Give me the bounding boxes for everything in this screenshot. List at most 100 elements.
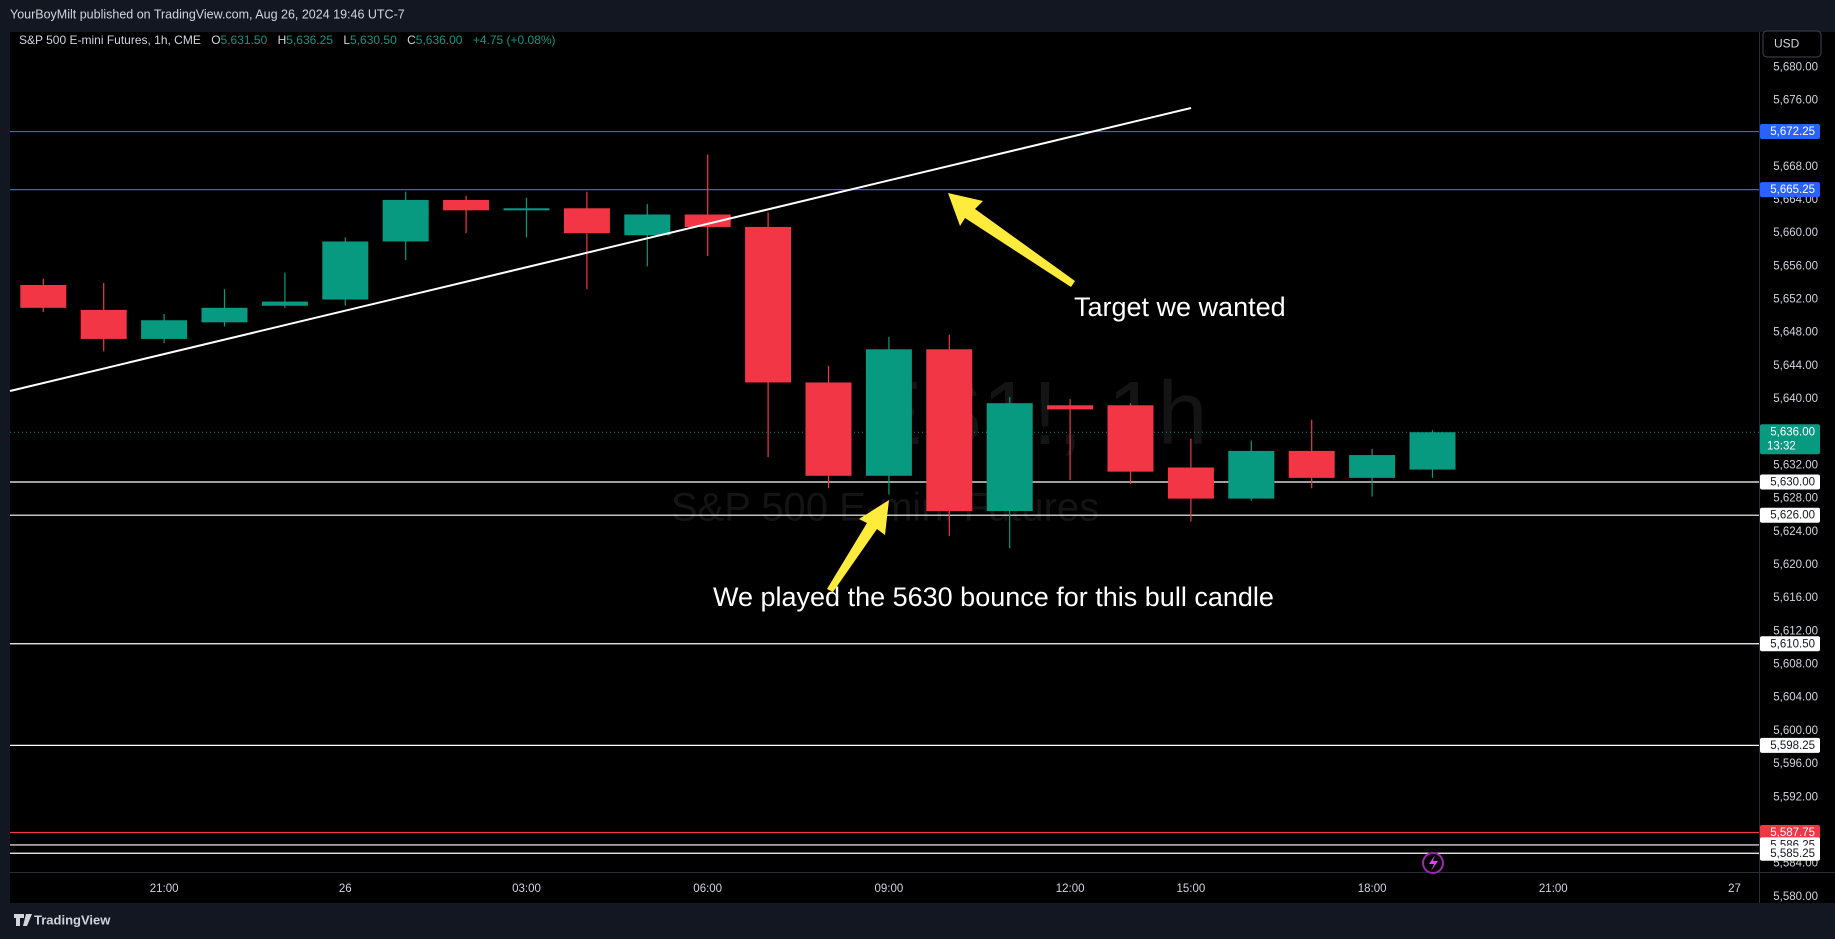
candle-body — [1288, 450, 1335, 478]
y-tick-label: 5,668.00 — [1773, 161, 1818, 173]
price-label: 5,672.25 — [1770, 126, 1815, 138]
annotation[interactable]: We played the 5630 bounce for this bull … — [713, 582, 1274, 612]
x-tick-label: 15:00 — [1177, 883, 1206, 895]
y-tick-label: 5,592.00 — [1773, 791, 1818, 803]
candle-body — [926, 349, 973, 512]
legend-value: 5,631.50 — [221, 33, 268, 47]
y-tick-label: 5,628.00 — [1773, 493, 1818, 505]
watermark-symbol: ES1!, 1h — [862, 364, 1207, 464]
candle-body — [261, 301, 308, 306]
y-tick-label: 5,600.00 — [1773, 725, 1818, 737]
y-tick-label: 5,580.00 — [1773, 891, 1818, 903]
trend-line[interactable] — [9, 107, 1192, 392]
y-tick-label: 5,624.00 — [1773, 526, 1818, 538]
y-tick-label: 5,640.00 — [1773, 393, 1818, 405]
marks — [10, 130, 1759, 854]
candle-body — [563, 208, 610, 234]
x-tick-label: 21:00 — [150, 883, 179, 895]
price-label: 5,598.25 — [1770, 740, 1815, 752]
candle-body — [382, 199, 429, 242]
candle-body — [1228, 450, 1275, 499]
price-label-box — [1760, 737, 1820, 753]
y-tick-label: 5,632.00 — [1773, 459, 1818, 471]
y-tick-label: 5,604.00 — [1773, 692, 1818, 704]
candle-body — [1167, 467, 1214, 499]
candle-body — [201, 307, 248, 323]
candle-body — [1107, 405, 1154, 472]
y-tick-label: 5,596.00 — [1773, 758, 1818, 770]
arrow[interactable] — [827, 500, 889, 592]
current-price-box — [1760, 424, 1820, 455]
x-tick-label: 27 — [1728, 883, 1741, 895]
publisher: YourBoyMilt published on TradingView.com… — [10, 7, 405, 21]
y-tick-label: 5,644.00 — [1773, 360, 1818, 372]
price-label-box — [1760, 124, 1820, 140]
arrow[interactable] — [948, 193, 1075, 287]
y-tick-label: 5,652.00 — [1773, 294, 1818, 306]
legend-label: H — [278, 33, 287, 47]
y-tick-label: 5,676.00 — [1773, 94, 1818, 106]
candle-body — [503, 208, 550, 211]
x-tick-label: 12:00 — [1056, 883, 1085, 895]
candle-body — [684, 214, 731, 227]
price-label: 5,610.50 — [1770, 638, 1815, 650]
symbol: S&P 500 E-mini Futures, 1h, CME — [19, 33, 201, 47]
y-tick-label: 5,648.00 — [1773, 327, 1818, 339]
price-label: 5,630.00 — [1770, 477, 1815, 489]
candle-body — [20, 285, 67, 308]
replay-icon[interactable] — [1422, 852, 1444, 874]
candle-body — [1047, 405, 1094, 410]
y-tick-label: 5,616.00 — [1773, 592, 1818, 604]
y-tick-label: 5,608.00 — [1773, 659, 1818, 671]
annotation[interactable]: Target we wanted — [1074, 292, 1286, 322]
time-axis — [10, 873, 1759, 903]
price-label-box — [1760, 824, 1820, 840]
candle-body — [443, 199, 490, 211]
legend-change: +4.75 (+0.08%) — [473, 33, 556, 47]
legend-value: 5,636.00 — [416, 33, 463, 47]
candle-body — [745, 226, 792, 383]
price-labels: 5,672.25 5,665.25 5,630.00 5,626.00 5,610.50… — [1760, 124, 1820, 861]
candle-body — [986, 403, 1033, 512]
x-tick-label: 21:00 — [1539, 883, 1568, 895]
legend-label: L — [343, 33, 350, 47]
x-tick-label: 18:00 — [1358, 883, 1387, 895]
price-label-box — [1760, 182, 1820, 198]
countdown: 13:32 — [1767, 440, 1796, 452]
candle-body — [322, 241, 369, 300]
price-label-box — [1760, 474, 1820, 490]
legend-label: O — [211, 33, 220, 47]
x-tick-label: 06:00 — [693, 883, 722, 895]
price-label-box — [1760, 507, 1820, 523]
candle-body — [80, 309, 127, 339]
candle-body — [141, 320, 188, 339]
price-label: 5,587.75 — [1770, 827, 1815, 839]
x-tick-label: 26 — [339, 883, 352, 895]
price-label-box — [1760, 845, 1820, 861]
price-label-box — [1760, 636, 1820, 652]
candle-body — [805, 382, 852, 476]
logo[interactable] — [14, 914, 32, 926]
candle-body — [624, 214, 671, 236]
y-tick-label: 5,620.00 — [1773, 559, 1818, 571]
replay-icon[interactable] — [1429, 855, 1438, 871]
x-tick-label: 09:00 — [875, 883, 904, 895]
x-tick-label: 03:00 — [512, 883, 541, 895]
y-tick-label: 5,680.00 — [1773, 61, 1818, 73]
currency[interactable]: USD — [1774, 37, 1800, 51]
y-tick-label: 5,656.00 — [1773, 260, 1818, 272]
price-label: 5,626.00 — [1770, 510, 1815, 522]
symbol-legend: S&P 500 E-mini Futures, 1h, CME O5,631.5… — [19, 33, 556, 47]
current-price-label: 5,636.00 — [1770, 426, 1815, 438]
candle-body — [1409, 432, 1456, 470]
legend-value: 5,636.25 — [286, 33, 333, 47]
candle-body — [1349, 455, 1396, 478]
price-axis — [1760, 32, 1835, 903]
legend-value: 5,630.50 — [350, 33, 397, 47]
footer-brand[interactable]: TradingView — [34, 912, 111, 927]
currency-button[interactable] — [1762, 30, 1822, 58]
legend-label: C — [407, 33, 416, 47]
price-label: 5,585.25 — [1770, 848, 1815, 860]
